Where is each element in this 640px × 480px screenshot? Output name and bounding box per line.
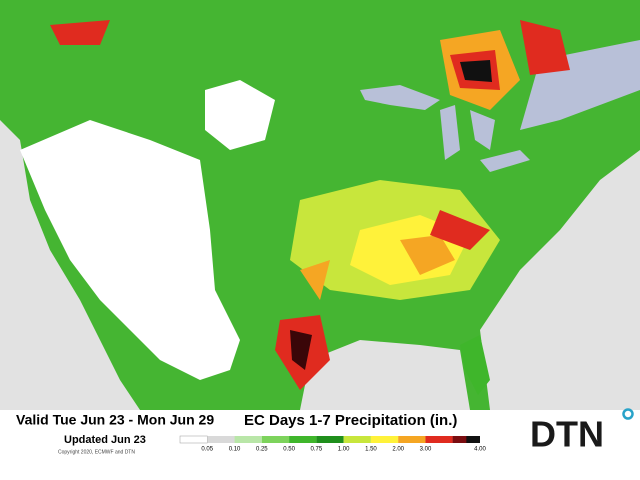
legend-label: 0.05 bbox=[201, 447, 213, 453]
legend-swatch bbox=[343, 436, 371, 443]
pacific-ocean bbox=[0, 120, 140, 410]
atlantic-ocean bbox=[480, 150, 640, 410]
lake-superior bbox=[360, 85, 440, 110]
legend-label: 1.00 bbox=[338, 447, 350, 453]
legend-swatch bbox=[261, 436, 290, 443]
updated-date: Updated Jun 23 bbox=[64, 434, 146, 446]
legend-label: 3.00 bbox=[420, 447, 432, 453]
map-title: EC Days 1-7 Precipitation (in.) bbox=[244, 412, 457, 429]
legend: 0.05 0.10 0.25 0.50 0.75 1.00 1.50 2.00 3.00 4.00 bbox=[179, 435, 486, 453]
precip-zone bbox=[520, 20, 570, 75]
gulf-of-mexico bbox=[300, 340, 470, 410]
legend-swatch bbox=[425, 436, 453, 443]
legend-label: 2.00 bbox=[392, 447, 404, 453]
precip-zone bbox=[290, 330, 312, 370]
legend-swatch bbox=[370, 436, 399, 443]
legend-swatch bbox=[466, 436, 480, 443]
legend-label: 4.00 bbox=[474, 447, 486, 453]
precip-zone bbox=[460, 60, 492, 82]
legend-swatch bbox=[234, 436, 262, 443]
dry-north bbox=[205, 80, 275, 150]
precip-zone bbox=[430, 210, 490, 250]
legend-label: 0.50 bbox=[283, 447, 295, 453]
dry-west bbox=[20, 120, 240, 380]
legend-label: 0.25 bbox=[256, 447, 268, 453]
legend-swatch bbox=[398, 436, 426, 443]
legend-swatch bbox=[179, 435, 208, 444]
florida bbox=[460, 335, 490, 395]
logo-dot bbox=[622, 408, 634, 420]
legend-label: 0.75 bbox=[311, 447, 323, 453]
precip-zone bbox=[50, 20, 110, 45]
precip-zone bbox=[300, 235, 455, 300]
legend-swatch bbox=[316, 436, 344, 443]
legend-swatch bbox=[289, 436, 317, 443]
copyright: Copyright 2020, ECMWF and DTN bbox=[58, 449, 135, 455]
map bbox=[0, 0, 640, 410]
legend-swatch bbox=[207, 436, 235, 443]
footer bbox=[0, 410, 640, 480]
legend-label: 0.10 bbox=[229, 447, 241, 453]
valid-dates: Valid Tue Jun 23 - Mon Jun 29 bbox=[16, 412, 214, 428]
great-lakes bbox=[440, 105, 530, 172]
legend-label: 1.50 bbox=[365, 447, 377, 453]
logo: DTN bbox=[530, 414, 604, 455]
